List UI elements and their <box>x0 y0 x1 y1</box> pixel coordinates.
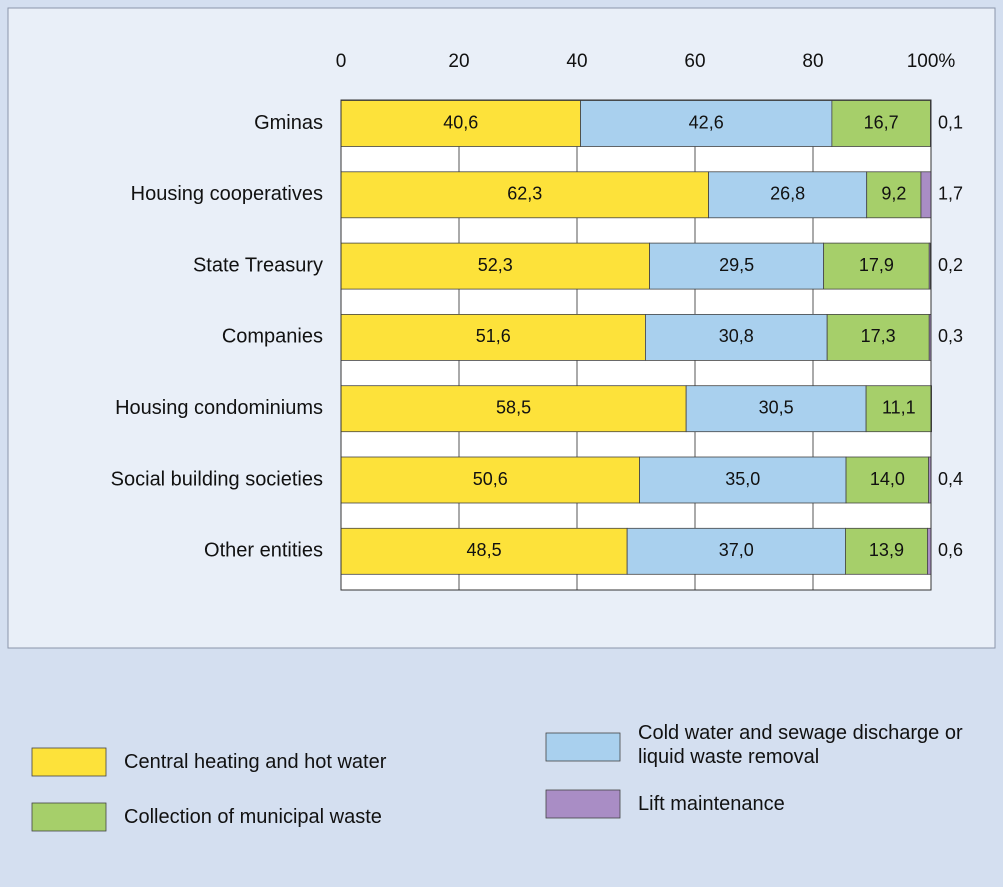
bar-segment <box>845 527 928 575</box>
category-label: Gminas <box>254 112 323 134</box>
value-label: 26,8 <box>770 184 805 204</box>
value-label: 29,5 <box>719 255 754 275</box>
value-label: 0,6 <box>938 540 963 560</box>
bar-segment <box>340 100 581 147</box>
category-label: Other entities <box>204 540 323 562</box>
bar-segment <box>649 242 825 290</box>
bar-segment <box>823 242 930 290</box>
plot-frame <box>340 99 932 591</box>
legend-swatch <box>545 789 621 819</box>
legend-swatch <box>545 732 621 762</box>
bar-segment <box>340 171 709 219</box>
bar-segment <box>831 100 931 147</box>
x-tick-label: 60 <box>684 51 705 72</box>
x-tick-label: 100% <box>907 51 956 72</box>
bar-segment <box>626 527 846 575</box>
x-tick-label: 0 <box>336 51 347 72</box>
value-label: 17,9 <box>859 255 894 275</box>
x-tick-label: 40 <box>566 51 587 72</box>
value-label: 62,3 <box>507 184 542 204</box>
value-label: 0,1 <box>938 112 963 132</box>
legend-swatch <box>31 747 107 777</box>
bar-segment <box>340 313 646 361</box>
category-label: Companies <box>222 326 323 348</box>
legend-label: Cold water and sewage discharge or liqui… <box>638 722 963 768</box>
value-label: 0,3 <box>938 326 963 346</box>
value-label: 42,6 <box>689 112 724 132</box>
value-label: 9,2 <box>881 184 906 204</box>
category-label: Social building societies <box>111 468 323 490</box>
bar-segment <box>645 313 828 361</box>
bar-segment <box>927 527 932 575</box>
value-label: 17,3 <box>861 326 896 346</box>
value-label: 40,6 <box>443 112 478 132</box>
bar-segment <box>685 385 867 433</box>
value-label: 1,7 <box>938 184 963 204</box>
category-label: Housing condominiums <box>115 397 323 419</box>
bar-segment <box>865 385 932 433</box>
x-tick-label: 20 <box>448 51 469 72</box>
value-label: 52,3 <box>478 255 513 275</box>
bar-segment <box>866 171 922 219</box>
legend-label: Central heating and hot water <box>124 751 387 773</box>
value-label: 0,2 <box>938 255 963 275</box>
value-label: 0,4 <box>938 469 963 489</box>
bar-segment <box>340 242 650 290</box>
bar-segment <box>920 171 932 219</box>
value-label: 37,0 <box>719 540 754 560</box>
legend-label: Collection of municipal waste <box>124 806 382 828</box>
bar-segment <box>928 242 931 290</box>
value-label: 16,7 <box>864 112 899 132</box>
bar-segment <box>639 456 847 504</box>
bar-segment <box>845 456 930 504</box>
value-label: 50,6 <box>473 469 508 489</box>
value-label: 11,1 <box>882 397 916 417</box>
value-label: 51,6 <box>476 326 511 346</box>
value-label: 30,8 <box>719 326 754 346</box>
legend-label: Lift maintenance <box>638 793 785 815</box>
value-label: 30,5 <box>759 397 794 417</box>
value-label: 48,5 <box>467 540 502 560</box>
category-label: State Treasury <box>193 254 323 276</box>
value-label: 14,0 <box>870 469 905 489</box>
bar-segment <box>826 313 930 361</box>
legend-swatch <box>31 802 107 832</box>
value-label: 58,5 <box>496 397 531 417</box>
value-label: 13,9 <box>869 540 904 560</box>
category-label: Housing cooperatives <box>131 183 323 205</box>
x-tick-label: 80 <box>802 51 823 72</box>
value-label: 35,0 <box>725 469 760 489</box>
